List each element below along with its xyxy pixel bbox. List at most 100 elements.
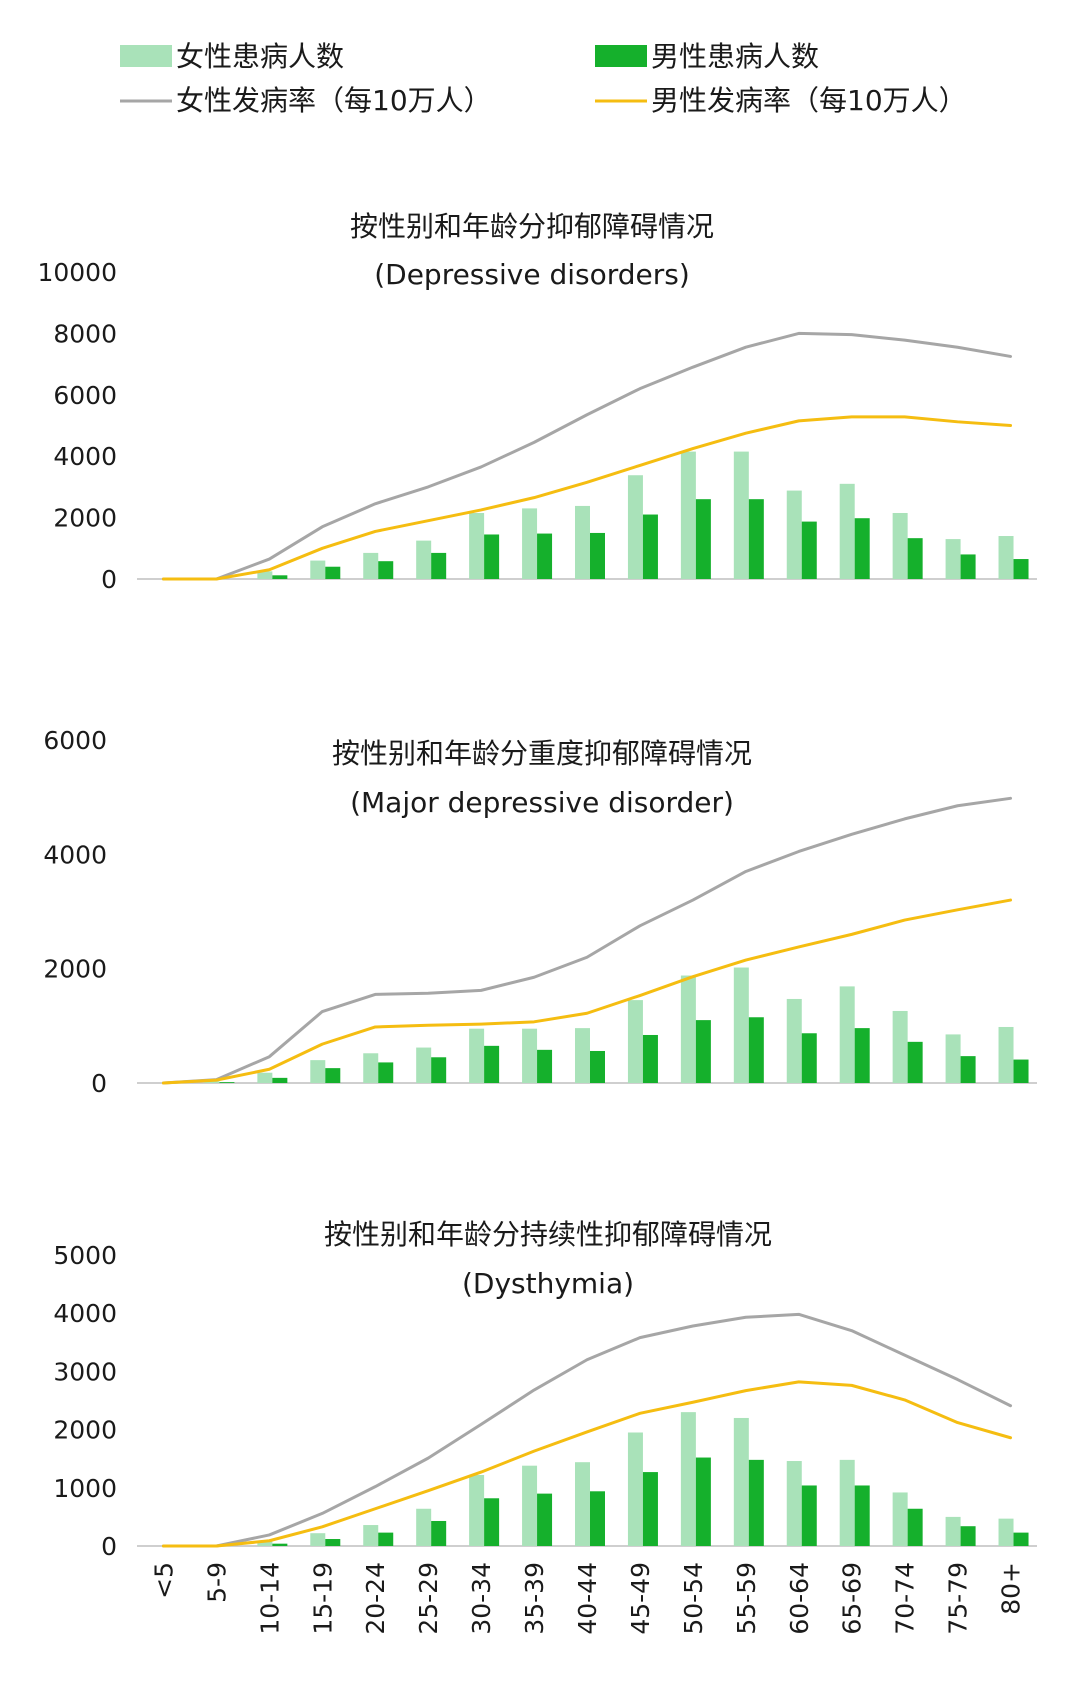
bar-male-cases: [854, 518, 870, 579]
bar-female-cases: [575, 1462, 590, 1546]
legend-item-female-rate: 女性发病率（每10万人）: [120, 84, 492, 117]
bar-female-cases: [416, 540, 432, 579]
bar-female-cases: [363, 1525, 379, 1546]
bar-male-cases: [378, 561, 394, 579]
bar-female-cases: [469, 1028, 485, 1083]
x-tick-label: 80+: [997, 1562, 1026, 1615]
bar-male-cases: [484, 1498, 500, 1546]
bar-female-cases: [733, 967, 749, 1083]
bar-female-cases: [522, 508, 538, 579]
bar-male-cases: [272, 575, 288, 579]
y-tick-label: 2000: [53, 504, 117, 533]
bar-female-cases: [416, 1047, 432, 1083]
bar-male-cases: [590, 532, 605, 579]
line-female-rate: [161, 796, 1013, 1085]
bar-male-cases: [960, 1526, 976, 1546]
y-tick-label: 4000: [53, 442, 117, 471]
bar-male-cases: [537, 1049, 553, 1083]
bar-male-cases: [1013, 1532, 1029, 1546]
bar-female-cases: [680, 975, 696, 1083]
bar-female-cases: [892, 1492, 908, 1546]
bar-male-cases: [960, 1056, 976, 1083]
bar-male-cases: [590, 1491, 605, 1546]
bar-male-cases: [642, 1034, 658, 1083]
bar-male-cases: [325, 566, 341, 579]
x-tick-label: 5-9: [202, 1562, 231, 1603]
bar-male-cases: [325, 1539, 341, 1546]
bar-female-cases: [469, 512, 485, 579]
bar-female-cases: [627, 475, 643, 579]
y-tick-label: 3000: [53, 1357, 117, 1386]
y-tick-label: 0: [91, 1069, 107, 1098]
y-tick-label: 6000: [43, 726, 107, 755]
bar-female-cases: [733, 1417, 749, 1546]
x-tick-label: 70-74: [891, 1562, 920, 1635]
chart-major-depressive-disorder: 按性别和年龄分重度抑郁障碍情况 (Major depressive disord…: [43, 726, 1037, 1098]
x-tick-label: 60-64: [785, 1562, 814, 1635]
legend-item-male-rate: 男性发病率（每10万人）: [595, 84, 967, 117]
bar-male-cases: [801, 1485, 817, 1546]
bar-female-cases: [257, 1072, 273, 1083]
chart-subtitle: (Major depressive disorder): [350, 786, 734, 819]
bar-male-cases: [378, 1062, 394, 1083]
bar-male-cases: [695, 1457, 711, 1546]
bar-male-cases: [219, 1082, 235, 1083]
bar-female-cases: [998, 1026, 1014, 1083]
bar-female-cases: [839, 1459, 855, 1546]
legend-swatch-male-cases: [595, 45, 647, 67]
bar-male-cases: [854, 1028, 870, 1083]
bar-male-cases: [748, 1459, 764, 1546]
legend-label-male-rate: 男性发病率（每10万人）: [651, 84, 967, 117]
bar-female-cases: [204, 1081, 220, 1083]
x-tick-label: <5: [149, 1562, 178, 1599]
bar-female-cases: [310, 560, 326, 579]
bar-male-cases: [801, 521, 817, 579]
x-tick-label: 55-59: [732, 1562, 761, 1635]
bar-female-cases: [627, 1432, 643, 1546]
line-female-rate: [161, 331, 1013, 581]
bar-female-cases: [892, 512, 908, 579]
bar-female-cases: [257, 571, 273, 579]
y-tick-label: 6000: [53, 381, 117, 410]
bar-male-cases: [1013, 559, 1029, 579]
x-tick-label: 10-14: [255, 1562, 284, 1635]
chart-subtitle: (Dysthymia): [462, 1267, 634, 1300]
bar-male-cases: [484, 534, 500, 579]
y-tick-label: 2000: [53, 1416, 117, 1445]
y-tick-label: 4000: [43, 840, 107, 869]
x-tick-label: 45-49: [626, 1562, 655, 1635]
bar-male-cases: [590, 1050, 605, 1083]
line-female-rate: [161, 1312, 1013, 1548]
x-tick-label: 40-44: [573, 1562, 602, 1635]
legend-label-female-cases: 女性患病人数: [176, 40, 344, 73]
x-tick-label: 30-34: [467, 1562, 496, 1635]
chart-title: 按性别和年龄分持续性抑郁障碍情况: [324, 1218, 772, 1251]
legend-item-male-cases: 男性患病人数: [595, 40, 819, 73]
x-tick-label: 35-39: [520, 1562, 549, 1635]
legend-item-female-cases: 女性患病人数: [120, 40, 344, 73]
bar-male-cases: [272, 1077, 288, 1083]
bar-female-cases: [310, 1533, 326, 1546]
legend-label-female-rate: 女性发病率（每10万人）: [176, 84, 492, 117]
bar-female-cases: [522, 1465, 538, 1546]
bar-male-cases: [431, 1520, 447, 1546]
bar-female-cases: [627, 1000, 643, 1083]
y-tick-label: 1000: [53, 1474, 117, 1503]
y-tick-label: 10000: [37, 258, 117, 287]
bar-female-cases: [733, 451, 749, 579]
y-tick-label: 0: [101, 565, 117, 594]
bar-female-cases: [892, 1010, 908, 1083]
bar-female-cases: [839, 986, 855, 1083]
legend: 女性患病人数 男性患病人数 女性发病率（每10万人） 男性发病率（每10万人）: [120, 40, 967, 117]
bar-female-cases: [786, 490, 802, 579]
bar-female-cases: [416, 1508, 432, 1546]
line-male-rate: [161, 1380, 1013, 1548]
bar-male-cases: [695, 1020, 711, 1083]
bar-female-cases: [998, 1518, 1014, 1546]
chart-title: 按性别和年龄分抑郁障碍情况: [350, 210, 714, 243]
bar-male-cases: [642, 1472, 658, 1546]
bar-female-cases: [786, 998, 802, 1083]
bar-female-cases: [945, 1034, 961, 1083]
bar-female-cases: [363, 1053, 379, 1083]
